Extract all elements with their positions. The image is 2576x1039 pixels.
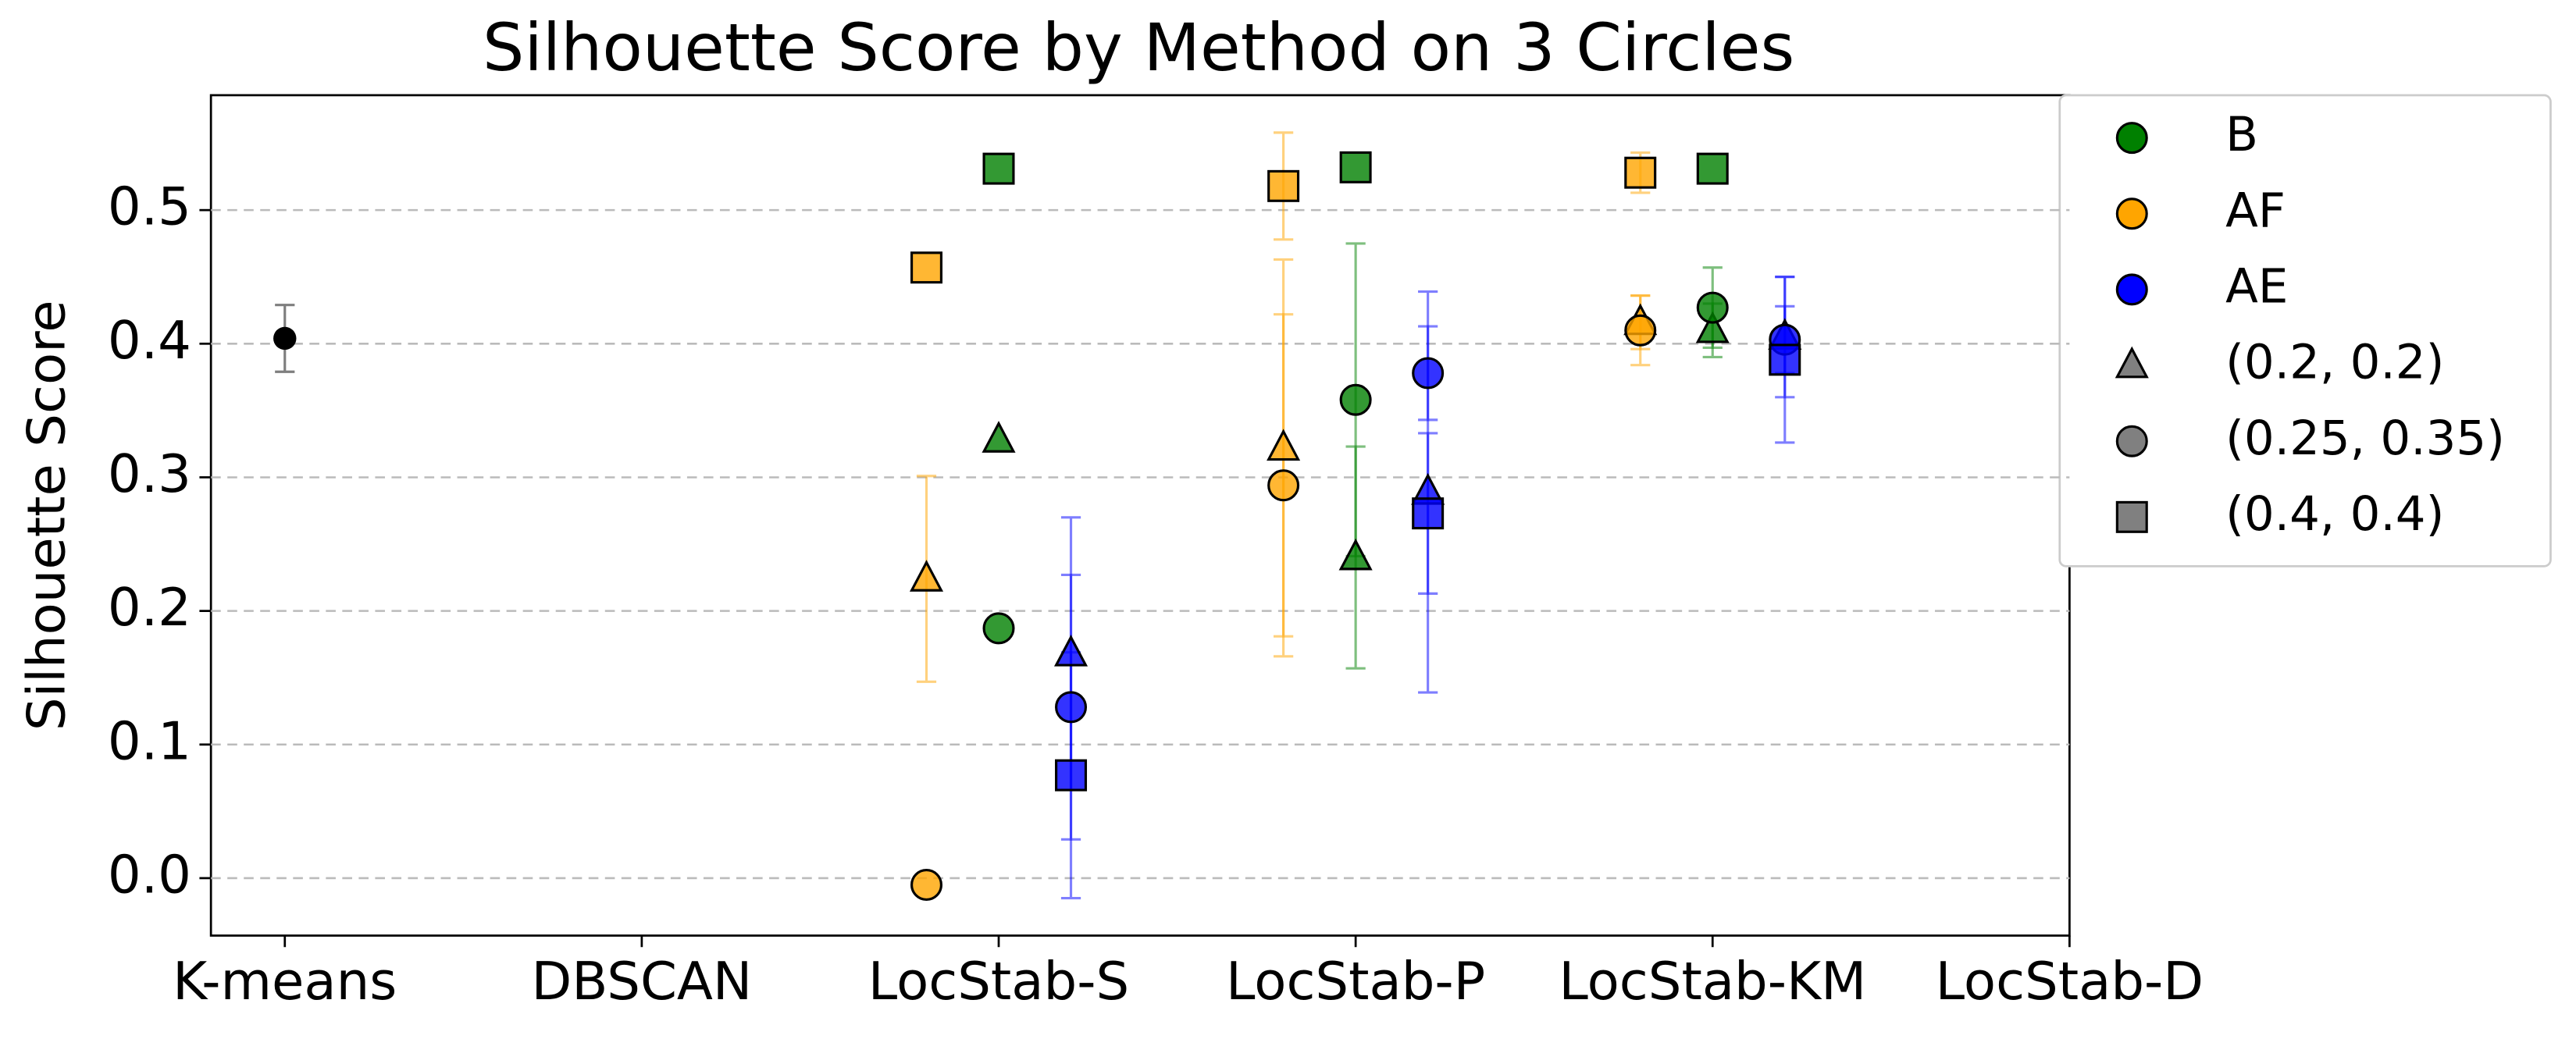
legend-marker: [2115, 197, 2148, 230]
point: [1624, 314, 1657, 347]
point: [1339, 383, 1372, 416]
point: [1267, 169, 1300, 202]
point: [1695, 311, 1730, 343]
point: [1339, 151, 1372, 183]
point: [1769, 343, 1801, 376]
y-tick-label: 0.2: [108, 577, 191, 638]
x-tick-label: LocStab-S: [868, 951, 1129, 1012]
point: [1267, 429, 1301, 461]
point: [1696, 152, 1729, 185]
legend-marker: [2115, 273, 2148, 306]
point: [1412, 357, 1445, 390]
point: [1338, 538, 1373, 571]
legend-label: (0.2, 0.2): [2225, 335, 2444, 390]
point: [1053, 634, 1088, 667]
point: [1055, 759, 1088, 792]
point: [1696, 291, 1729, 324]
y-tick-label: 0.4: [108, 310, 191, 371]
plot-frame: [209, 94, 2071, 937]
legend-marker: [2115, 122, 2148, 155]
point: [1412, 497, 1445, 530]
y-tick-label: 0.1: [108, 710, 191, 771]
point: [1624, 156, 1657, 189]
point: [910, 868, 942, 901]
legend-marker: [2115, 500, 2148, 533]
point: [982, 612, 1015, 645]
legend-label: AE: [2225, 259, 2288, 315]
y-axis-label: Silhouette Score: [16, 300, 77, 731]
legend-marker: [2115, 425, 2148, 457]
legend-label: AF: [2225, 183, 2286, 238]
x-tick-label: DBSCAN: [532, 951, 753, 1012]
chart-title: Silhouette Score by Method on 3 Circles: [483, 9, 1794, 86]
point: [982, 421, 1016, 453]
point: [982, 152, 1015, 185]
x-tick-label: LocStab-D: [1936, 951, 2204, 1012]
legend-frame: [2058, 94, 2552, 568]
point: [1055, 691, 1088, 724]
point: [1267, 469, 1300, 502]
legend-label: (0.4, 0.4): [2225, 486, 2444, 542]
y-tick-label: 0.0: [108, 844, 191, 905]
y-tick-label: 0.5: [108, 176, 191, 237]
point: [909, 560, 944, 592]
x-tick-label: LocStab-P: [1226, 951, 1485, 1012]
legend-label: B: [2225, 107, 2258, 162]
point: [273, 326, 297, 350]
legend-label: (0.25, 0.35): [2225, 411, 2505, 466]
x-tick-label: LocStab-KM: [1559, 951, 1866, 1012]
legend-marker: [2115, 346, 2149, 379]
x-tick-label: K-means: [173, 951, 397, 1012]
y-tick-label: 0.3: [108, 443, 191, 504]
point: [910, 251, 942, 284]
